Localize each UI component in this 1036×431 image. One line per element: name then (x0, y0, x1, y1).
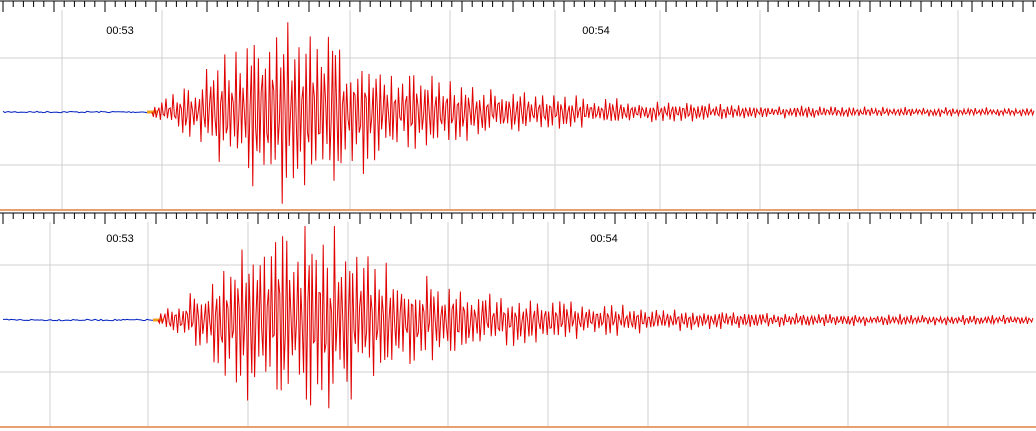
channel-panel: 00:53 00:54 (0, 0, 1036, 211)
trace-event (151, 22, 1035, 204)
time-label: 00:53 (106, 25, 134, 37)
trace-pre-event (3, 318, 154, 322)
time-label: 00:54 (582, 25, 610, 37)
trace-pre-event (2, 110, 148, 114)
time-label: 00:53 (106, 233, 134, 245)
trace-event (157, 225, 1034, 409)
channel-panel: 00:53 00:54 (0, 212, 1036, 428)
time-label: 00:54 (590, 233, 618, 245)
